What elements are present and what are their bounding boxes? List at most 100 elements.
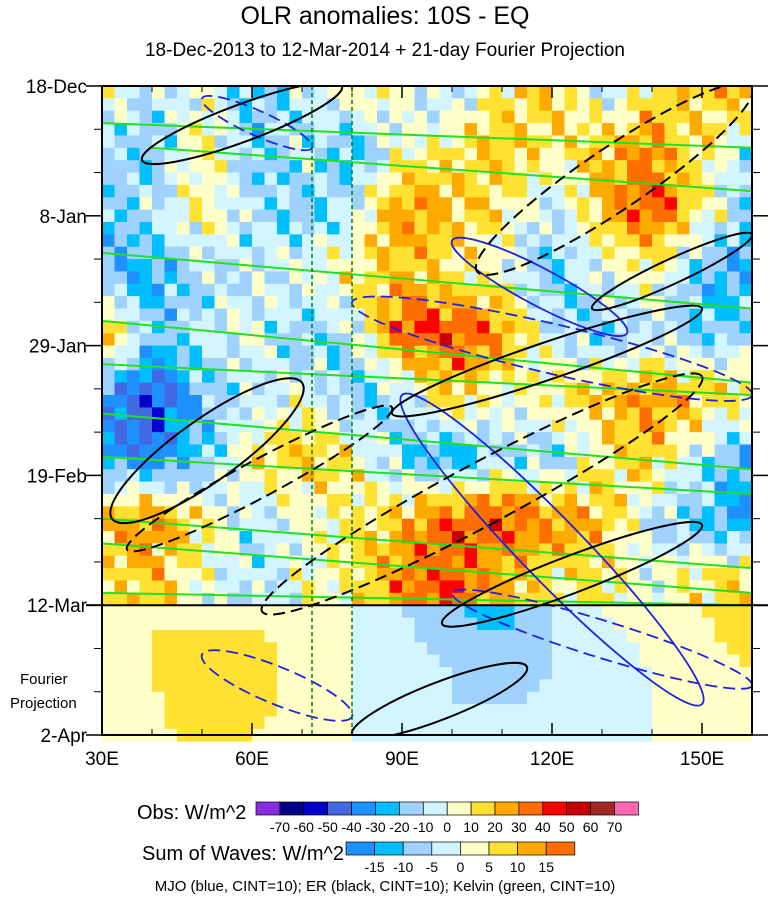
field-cell [164,259,178,272]
field-cell [439,382,453,396]
field-cell [202,209,215,223]
field-cell [477,679,490,693]
field-cell [439,704,453,717]
field-cell [714,160,728,174]
field-cell [677,444,690,458]
field-cell [114,221,128,235]
field-cell [377,221,390,235]
field-cell [227,555,240,569]
field-cell [339,296,353,310]
field-cell [702,123,715,136]
field-cell [627,160,640,174]
field-cell [264,110,278,124]
field-cell [677,506,690,520]
field-cell [514,320,528,334]
field-cell [327,580,340,594]
field-cell [664,432,678,445]
field-cell [302,320,315,334]
field-cell [614,147,628,161]
field-cell [464,629,478,643]
field-cell [527,333,540,347]
field-cell [389,543,403,557]
field-cell [727,345,740,359]
field-cell [502,147,515,161]
field-cell [639,197,653,211]
field-cell [714,357,728,371]
field-cell [539,568,553,581]
field-cell [214,308,228,322]
obs-colorbar-swatch [422,801,448,816]
field-cell [139,308,153,322]
field-cell [264,395,278,408]
field-cell [652,135,665,149]
field-cell [177,716,190,730]
field-cell [689,209,703,223]
field-cell [589,493,603,507]
field-cell [489,370,503,384]
field-cell [239,469,253,483]
field-cell [639,506,653,520]
field-cell [652,160,665,174]
field-cell [689,333,703,347]
field-cell [652,518,665,532]
field-cell [427,493,440,507]
field-cell [277,135,290,149]
field-cell [164,617,178,631]
field-cell [614,123,628,136]
field-cell [302,518,315,532]
field-cell [277,617,290,631]
field-cell [277,555,290,569]
field-cell [552,642,565,656]
field-cell [539,605,553,619]
field-cell [727,617,740,631]
field-cell [439,456,453,470]
field-cell [577,419,590,433]
field-cell [252,308,265,322]
field-cell [414,642,428,656]
field-cell [739,629,753,643]
waves-colorbar-swatch [488,841,518,856]
field-cell [339,456,353,470]
field-cell [727,86,740,99]
field-cell [514,506,528,520]
field-cell [714,345,728,359]
field-cell [477,86,490,99]
field-cell [664,345,678,359]
field-cell [477,333,490,347]
field-cell [152,320,165,334]
obs-colorbar-swatch [470,801,496,816]
field-cell [652,493,665,507]
field-cell [739,506,753,520]
field-cell [664,333,678,347]
field-cell [602,259,615,272]
field-cell [114,172,128,186]
field-cell [164,407,178,421]
field-cell [389,221,403,235]
field-cell [352,320,365,334]
field-cell [677,518,690,532]
field-cell [652,234,665,248]
field-cell [364,296,378,310]
field-cell [464,98,478,112]
field-cell [489,147,503,161]
field-cell [164,184,178,198]
field-cell [202,444,215,458]
field-cell [377,555,390,569]
field-cell [289,172,303,186]
field-cell [702,197,715,211]
field-cell [314,382,328,396]
field-cell [727,283,740,297]
field-cell [439,123,453,136]
field-cell [389,642,403,656]
field-cell [189,629,203,643]
field-cell [164,555,178,569]
field-cell [252,568,265,581]
field-cell [164,629,178,643]
field-cell [427,259,440,272]
field-cell [689,444,703,458]
field-cell [152,617,165,631]
field-cell [364,531,378,544]
field-cell [252,531,265,544]
field-cell [277,716,290,730]
field-cell [389,506,403,520]
